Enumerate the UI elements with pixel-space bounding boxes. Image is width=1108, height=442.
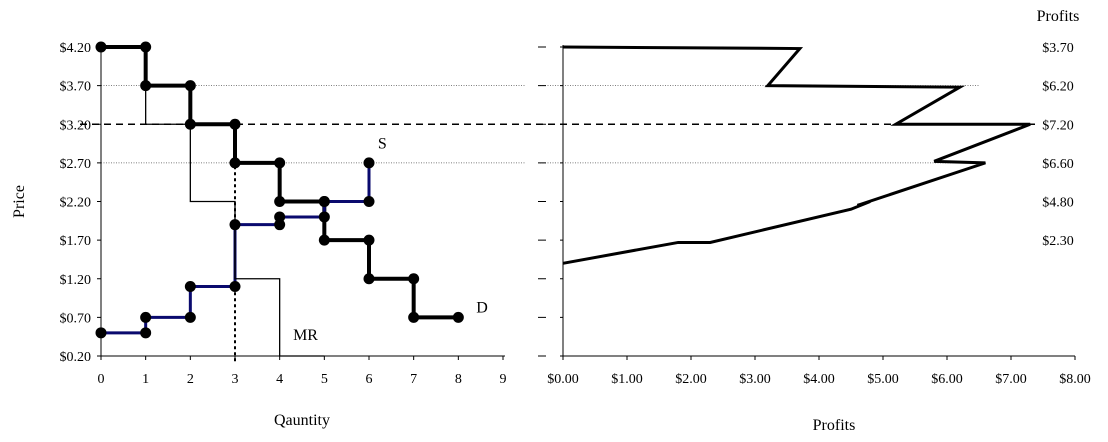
demand-point: [318, 234, 330, 246]
demand-line: [101, 45, 459, 320]
x-tick-label: $8.00: [1059, 372, 1091, 387]
y-tick-label: $1.70: [60, 234, 92, 249]
profit-value-label: $4.80: [1042, 196, 1074, 211]
profits-chart: $0.00 $1.00 $2.00 $3.00 $4.00 $5.00 $6.00 $7.00…: [538, 8, 1091, 434]
supply-point: [229, 280, 241, 292]
x-tick-label: 6: [366, 372, 373, 387]
y-tick-label: $2.20: [60, 196, 92, 211]
x-tick-label: 5: [321, 372, 328, 387]
right-axis-title: Profits: [1037, 8, 1080, 25]
profit-value-label: $3.70: [1042, 41, 1074, 56]
marginal-revenue-line: [145, 47, 325, 357]
demand-point: [363, 234, 375, 246]
demand-label: D: [476, 299, 488, 316]
demand-point: [408, 311, 420, 323]
profit-value-label: $7.20: [1042, 118, 1074, 133]
demand-point: [274, 157, 286, 169]
x-tick-label: 2: [187, 372, 194, 387]
y-tick-label: $0.20: [60, 350, 92, 365]
x-tick-label: $0.00: [547, 372, 579, 387]
supply-point: [184, 311, 196, 323]
supply-point: [363, 196, 375, 207]
y-tick-label: $0.70: [60, 311, 92, 326]
supply-point: [318, 211, 330, 223]
demand-point: [274, 196, 286, 207]
demand-point: [184, 80, 196, 92]
y-tick-label: $3.70: [60, 80, 92, 95]
profit-value-label: $6.20: [1042, 80, 1074, 95]
x-tick-label: $7.00: [995, 372, 1027, 387]
profit-value-label: $6.60: [1042, 157, 1074, 172]
supply-point: [184, 280, 196, 292]
supply-point: [274, 219, 286, 231]
supply-point: [274, 211, 286, 223]
y-tick-label: $2.70: [60, 157, 92, 172]
supply-point: [140, 327, 152, 339]
x-tick-label: $5.00: [867, 372, 899, 387]
y-tick-label: $1.20: [60, 273, 92, 288]
x-tick-label: $6.00: [931, 372, 963, 387]
demand-point: [408, 273, 420, 285]
demand-point: [95, 41, 107, 53]
supply-point: [318, 196, 330, 207]
supply-point: [363, 157, 375, 169]
demand-point: [229, 118, 241, 130]
supply-label: S: [378, 135, 387, 152]
x-tick-label: $1.00: [611, 372, 643, 387]
profits-line: [562, 45, 1031, 265]
supply-point: [140, 311, 152, 323]
x-tick-label: $4.00: [803, 372, 835, 387]
x-tick-label: 4: [276, 372, 283, 387]
y-tick-label: $4.20: [60, 41, 92, 56]
quantity-price-chart: $0.20 $0.70 $1.20 $1.70 $2.20 $2.70 $3.20 $3.70…: [11, 41, 1040, 429]
x-tick-label: 9: [500, 372, 507, 387]
x-tick-label: 3: [232, 372, 239, 387]
x-tick-label: $2.00: [675, 372, 707, 387]
demand-point: [452, 311, 464, 323]
y-tick-label: $3.20: [60, 118, 92, 133]
x-tick-label: 1: [142, 372, 149, 387]
x-axis-title: Profits: [813, 417, 856, 434]
mr-label: MR: [293, 327, 318, 344]
x-tick-label: 7: [410, 372, 417, 387]
profit-value-label: $2.30: [1042, 234, 1074, 249]
x-tick-label: $3.00: [739, 372, 771, 387]
demand-point: [229, 157, 241, 169]
x-axis-title: Qauntity: [274, 412, 330, 429]
supply-point: [95, 327, 107, 339]
x-tick-label: 0: [98, 372, 105, 387]
demand-point: [363, 273, 375, 285]
y-axis-title: Price: [11, 185, 28, 218]
x-tick-label: 8: [455, 372, 462, 387]
